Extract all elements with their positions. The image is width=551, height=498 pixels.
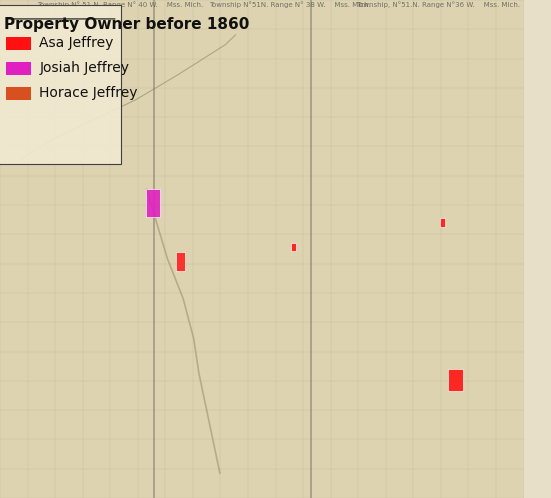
Text: Asa Jeffrey: Asa Jeffrey — [39, 36, 114, 50]
Bar — [6, 62, 31, 75]
Text: Horace Jeffrey: Horace Jeffrey — [39, 86, 138, 100]
Text: Property Owner before 1860: Property Owner before 1860 — [4, 17, 249, 32]
Text: Township, N°51.N. Range N°36 W.    Mss. Mich.: Township, N°51.N. Range N°36 W. Mss. Mic… — [356, 2, 520, 8]
Text: Township N°51N. Range N° 38 W.    Mss. Mich.: Township N°51N. Range N° 38 W. Mss. Mich… — [209, 2, 371, 8]
Bar — [6, 87, 31, 100]
FancyBboxPatch shape — [0, 5, 121, 164]
Bar — [176, 252, 185, 271]
Text: Township N° 51 N. Range N° 40 W.    Mss. Mich.: Township N° 51 N. Range N° 40 W. Mss. Mi… — [37, 2, 203, 8]
Bar — [6, 37, 31, 50]
Bar — [447, 369, 463, 391]
Bar — [440, 218, 445, 227]
Bar — [290, 243, 296, 251]
Bar — [145, 189, 160, 217]
Text: Josiah Jeffrey: Josiah Jeffrey — [39, 61, 129, 75]
